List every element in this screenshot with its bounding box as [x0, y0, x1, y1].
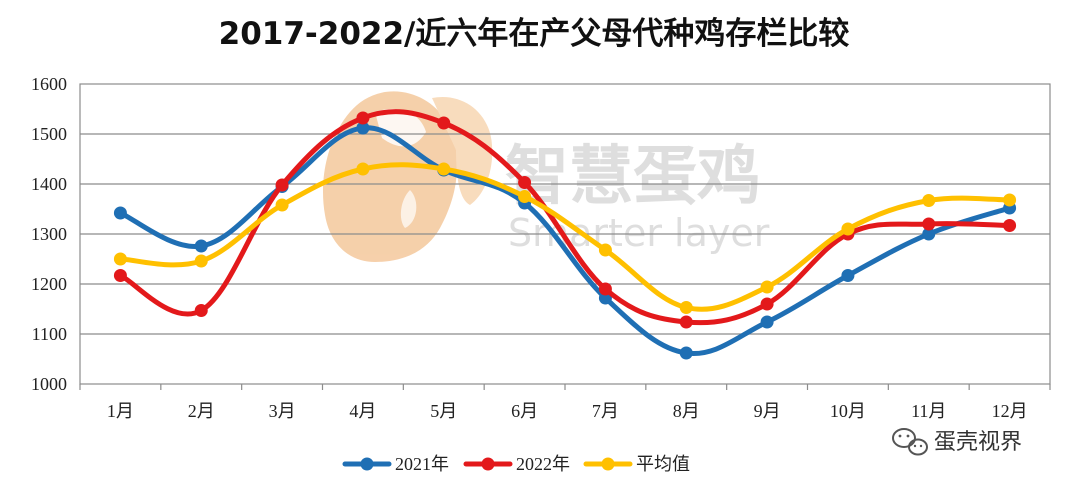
- data-point: [356, 162, 370, 176]
- data-point: [598, 243, 612, 257]
- wechat-label: 蛋壳视界: [934, 430, 1022, 455]
- y-axis: 1000 1100 1200 1300 1400 1500 1600: [31, 74, 67, 394]
- data-point: [679, 346, 693, 360]
- legend-label: 平均值: [636, 454, 690, 474]
- legend: 2021年 2022年 平均值: [342, 454, 690, 474]
- x-tick-label: 4月: [349, 401, 376, 421]
- data-point: [437, 116, 451, 130]
- data-point: [922, 194, 936, 207]
- data-point: [356, 121, 370, 135]
- legend-marker: [601, 457, 615, 471]
- x-tick-label: 12月: [992, 401, 1028, 421]
- wechat-icon: [892, 428, 928, 456]
- y-tick-label: 1200: [31, 274, 67, 294]
- data-point: [518, 176, 532, 189]
- data-point: [760, 280, 774, 294]
- watermark-cn-text: 智慧蛋鸡: [505, 140, 761, 214]
- legend-label: 2022年: [516, 454, 570, 474]
- data-point: [356, 111, 370, 125]
- data-point: [760, 297, 774, 311]
- x-tick-label: 1月: [107, 401, 134, 421]
- x-axis: 1月 2月 3月 4月 5月 6月 7月 8月 9月 10月 11月 12月: [79, 384, 1051, 421]
- data-point: [679, 301, 693, 314]
- data-point: [194, 239, 208, 253]
- y-tick-label: 1100: [32, 324, 67, 344]
- data-point: [113, 252, 127, 266]
- series-3: [113, 162, 1017, 314]
- data-point: [1003, 219, 1017, 232]
- x-tick-label: 10月: [830, 401, 866, 421]
- data-point: [922, 227, 936, 241]
- x-tick-label: 8月: [673, 401, 700, 421]
- data-point: [113, 269, 127, 282]
- legend-item: 平均值: [583, 454, 690, 474]
- data-point: [275, 198, 289, 212]
- data-point: [437, 162, 451, 176]
- y-tick-label: 1300: [31, 224, 67, 244]
- series: [113, 109, 1017, 360]
- data-point: [518, 190, 532, 203]
- data-point: [598, 282, 612, 296]
- data-point: [1003, 193, 1017, 207]
- y-tick-label: 1500: [31, 124, 67, 144]
- x-tick-label: 9月: [754, 401, 781, 421]
- x-tick-label: 7月: [592, 401, 619, 421]
- legend-marker: [360, 457, 374, 471]
- watermark: 智慧蛋鸡 Smarter layer: [322, 91, 770, 262]
- legend-label: 2021年: [395, 454, 449, 474]
- y-tick-label: 1400: [31, 174, 67, 194]
- watermark-en-text: Smarter layer: [508, 211, 770, 255]
- data-point: [275, 178, 289, 192]
- data-point: [113, 206, 127, 220]
- data-point: [841, 269, 855, 282]
- legend-item: 2021年: [342, 454, 449, 474]
- y-tick-label: 1600: [31, 74, 67, 94]
- data-point: [194, 304, 208, 317]
- legend-item: 2022年: [463, 454, 570, 474]
- chart-title: 2017-2022/近六年在产父母代种鸡存栏比较: [219, 16, 850, 52]
- x-tick-label: 5月: [430, 401, 457, 421]
- wechat-badge: 蛋壳视界: [892, 428, 1022, 456]
- x-tick-label: 2月: [188, 401, 215, 421]
- y-tick-label: 1000: [31, 374, 67, 394]
- x-tick-label: 3月: [269, 401, 296, 421]
- x-tick-label: 11月: [911, 401, 946, 421]
- data-point: [841, 222, 855, 236]
- x-tick-label: 6月: [511, 401, 538, 421]
- data-point: [194, 254, 208, 268]
- data-point: [679, 315, 693, 329]
- data-point: [922, 217, 936, 231]
- data-point: [760, 315, 774, 329]
- legend-marker: [481, 457, 495, 471]
